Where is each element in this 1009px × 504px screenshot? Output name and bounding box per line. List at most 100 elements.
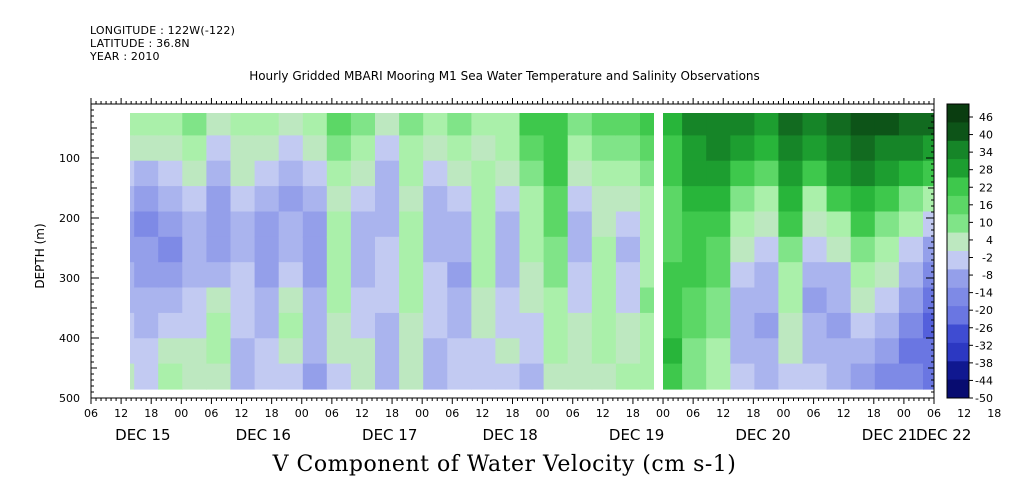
heat-cell — [850, 287, 876, 314]
heat-cell — [754, 262, 780, 289]
heat-cell — [754, 363, 780, 390]
colorbar-tick-label: -32 — [975, 339, 993, 352]
heat-cell — [399, 262, 424, 289]
heat-cell — [399, 186, 424, 213]
y-tick-label: 200 — [59, 212, 80, 225]
heat-cell — [302, 262, 328, 289]
y-tick-label: 400 — [59, 332, 80, 345]
heat-cell — [874, 160, 900, 187]
heat-cell — [206, 236, 232, 263]
heat-cell — [591, 186, 617, 213]
heat-cell — [778, 312, 804, 339]
colorbar-tick-label: 28 — [979, 164, 993, 177]
heat-cell — [350, 262, 376, 289]
heat-cell — [423, 211, 448, 238]
heat-cell — [130, 363, 135, 390]
colorbar-tick-label: -50 — [975, 392, 993, 405]
heat-cell — [591, 312, 617, 339]
heat-cell — [130, 160, 135, 187]
heat-cell — [802, 287, 828, 314]
heat-cell — [471, 113, 497, 136]
heat-cell — [778, 363, 804, 390]
heat-cell — [543, 160, 569, 187]
heat-cell — [447, 312, 472, 339]
heat-cell — [495, 262, 521, 289]
heat-cell — [134, 236, 159, 263]
heat-cell — [158, 135, 183, 162]
heat-cell — [471, 236, 497, 263]
heat-cell — [182, 211, 207, 238]
heat-cell — [754, 186, 780, 213]
colorbar-tick-label: 40 — [979, 129, 993, 142]
heat-cell — [874, 186, 900, 213]
colorbar-tick-label: -44 — [975, 374, 993, 387]
heat-cell — [423, 287, 448, 314]
heat-cell — [206, 338, 232, 365]
heat-cell — [850, 312, 876, 339]
heat-cell — [778, 262, 804, 289]
heat-cell — [302, 135, 328, 162]
heat-cell — [447, 160, 472, 187]
heat-cell — [923, 262, 934, 289]
latitude-label: LATITUDE : 36.8N — [90, 37, 190, 50]
heat-cell — [230, 135, 256, 162]
heat-cell — [230, 236, 256, 263]
heat-cell — [682, 312, 707, 339]
heat-cell — [826, 363, 852, 390]
heat-cell — [923, 236, 934, 263]
heat-cell — [447, 262, 472, 289]
heat-cell — [254, 312, 280, 339]
heat-cell — [471, 135, 497, 162]
heat-cell — [850, 211, 876, 238]
heat-cell — [134, 113, 159, 136]
heat-cell — [447, 287, 472, 314]
x-day-label: DEC 21 — [862, 426, 917, 444]
heat-cell — [898, 135, 924, 162]
x-tick-label: 12 — [475, 407, 489, 420]
heat-cell — [182, 287, 207, 314]
heat-cell — [182, 186, 207, 213]
heat-cell — [874, 113, 900, 136]
x-tick-label: 00 — [656, 407, 670, 420]
x-tick-label: 00 — [415, 407, 429, 420]
heat-cell — [923, 211, 934, 238]
heat-cell — [375, 363, 400, 390]
heat-cell — [682, 287, 707, 314]
heat-cell — [778, 236, 804, 263]
heat-cell — [802, 160, 828, 187]
heat-cell — [615, 236, 641, 263]
heat-cell — [778, 113, 804, 136]
heat-cell — [754, 160, 780, 187]
heat-cell — [230, 186, 256, 213]
heat-cell — [850, 160, 876, 187]
colorbar-band — [947, 214, 969, 234]
heat-cell — [730, 262, 755, 289]
x-day-label: DEC 22 — [916, 426, 971, 444]
heat-cell — [591, 160, 617, 187]
heat-cell — [134, 135, 159, 162]
heat-cell — [182, 338, 207, 365]
heat-cell — [495, 211, 521, 238]
heat-cell — [302, 186, 328, 213]
longitude-label: LONGITUDE : 122W(-122) — [90, 24, 236, 37]
heat-cell — [567, 160, 593, 187]
heat-cell — [543, 312, 569, 339]
colorbar-tick-label: -14 — [975, 287, 993, 300]
heat-cell — [543, 287, 569, 314]
heat-cell — [923, 135, 934, 162]
heat-cell — [130, 113, 135, 136]
year-label: YEAR : 2010 — [90, 50, 160, 63]
heat-cell — [730, 363, 755, 390]
heat-cell — [826, 135, 852, 162]
heat-cell — [754, 338, 780, 365]
x-tick-label: 12 — [957, 407, 971, 420]
colorbar-band — [947, 195, 969, 215]
heat-cell — [898, 287, 924, 314]
heat-cell — [706, 135, 731, 162]
heat-cell — [519, 287, 545, 314]
heat-cell — [350, 113, 376, 136]
heat-cell — [278, 262, 304, 289]
heat-cell — [682, 211, 707, 238]
heat-cell — [471, 338, 497, 365]
y-tick-label: 300 — [59, 272, 80, 285]
